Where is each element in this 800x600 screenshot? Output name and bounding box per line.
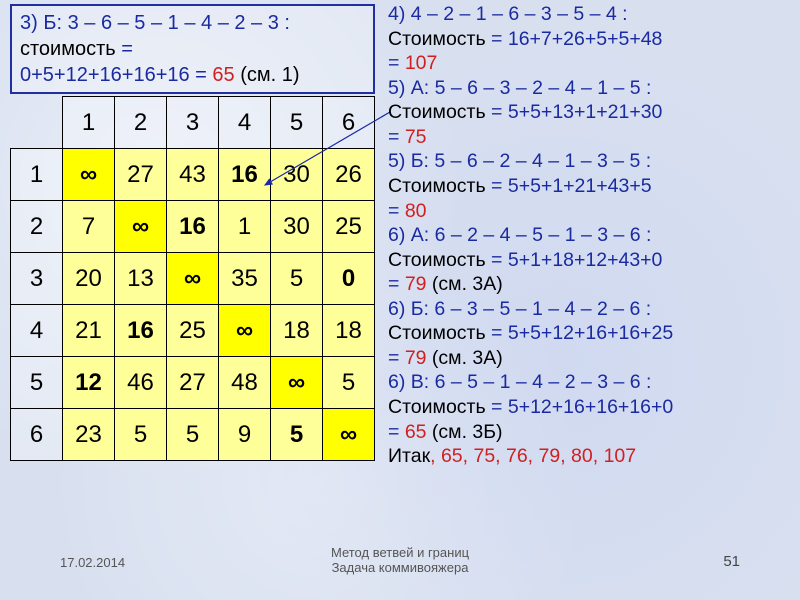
sum-suffix: (см. 1) <box>235 64 300 86</box>
calc-line: 5) А: 5 – 6 – 3 – 2 – 4 – 1 – 5 : <box>388 76 793 101</box>
matrix-cell: 20 <box>63 253 115 305</box>
calc-line: Итак, 65, 75, 76, 79, 80, 107 <box>388 444 793 469</box>
row-header: 6 <box>11 409 63 461</box>
matrix-cell: 5 <box>115 409 167 461</box>
calc-line: Стоимость = 5+12+16+16+16+0 <box>388 395 793 420</box>
matrix-cell: 0 <box>323 253 375 305</box>
top-label: 3) Б: <box>20 12 68 34</box>
calc-line: 6) Б: 6 – 3 – 5 – 1 – 4 – 2 – 6 : <box>388 297 793 322</box>
matrix-cell: 48 <box>219 357 271 409</box>
matrix-cell: 13 <box>115 253 167 305</box>
col-header: 2 <box>115 97 167 149</box>
matrix-cell: ∞ <box>167 253 219 305</box>
calc-line: Стоимость = 5+5+13+1+21+30 <box>388 100 793 125</box>
calc-line: = 80 <box>388 199 793 224</box>
matrix-cell: ∞ <box>323 409 375 461</box>
matrix-cell: 16 <box>219 149 271 201</box>
calc-line: Стоимость = 16+7+26+5+5+48 <box>388 27 793 52</box>
matrix-cell: 26 <box>323 149 375 201</box>
calc-line: Стоимость = 5+1+18+12+43+0 <box>388 248 793 273</box>
matrix-cell: 30 <box>271 201 323 253</box>
matrix-cell: 18 <box>323 305 375 357</box>
col-header: 6 <box>323 97 375 149</box>
matrix-cell: 1 <box>219 201 271 253</box>
matrix-cell: ∞ <box>271 357 323 409</box>
col-header: 1 <box>63 97 115 149</box>
sum-expr: 0+5+12+16+16+16 = <box>20 64 212 86</box>
matrix-cell: 5 <box>167 409 219 461</box>
calc-line: Стоимость = 5+5+12+16+16+25 <box>388 321 793 346</box>
cost-matrix: 1234561∞274316302627∞161302532013∞355042… <box>10 96 375 461</box>
calc-line: Стоимость = 5+5+1+21+43+5 <box>388 174 793 199</box>
matrix-corner <box>11 97 63 149</box>
footer-title: Метод ветвей и границ Задача коммивояжер… <box>0 545 800 575</box>
calc-line: = 107 <box>388 51 793 76</box>
col-header: 4 <box>219 97 271 149</box>
matrix-cell: ∞ <box>63 149 115 201</box>
matrix-cell: 5 <box>323 357 375 409</box>
top-route: 3 – 6 – 5 – 1 – 4 – 2 – 3 : <box>68 12 290 34</box>
matrix-cell: ∞ <box>115 201 167 253</box>
calc-line: = 79 (см. 3А) <box>388 346 793 371</box>
matrix-cell: 21 <box>63 305 115 357</box>
row-header: 3 <box>11 253 63 305</box>
sum-val: 65 <box>212 64 234 86</box>
matrix-cell: 46 <box>115 357 167 409</box>
matrix-cell: 5 <box>271 409 323 461</box>
row-header: 2 <box>11 201 63 253</box>
matrix-cell: 25 <box>323 201 375 253</box>
calc-line: 5) Б: 5 – 6 – 2 – 4 – 1 – 3 – 5 : <box>388 149 793 174</box>
matrix-cell: 43 <box>167 149 219 201</box>
matrix-cell: 35 <box>219 253 271 305</box>
matrix-cell: ∞ <box>219 305 271 357</box>
matrix-cell: 30 <box>271 149 323 201</box>
col-header: 3 <box>167 97 219 149</box>
matrix-cell: 18 <box>271 305 323 357</box>
calc-line: 6) В: 6 – 5 – 1 – 4 – 2 – 3 – 6 : <box>388 370 793 395</box>
matrix-cell: 23 <box>63 409 115 461</box>
calc-line: = 79 (см. 3А) <box>388 272 793 297</box>
footer-title-l2: Задача коммивояжера <box>332 560 469 575</box>
calc-line: = 75 <box>388 125 793 150</box>
footer-title-l1: Метод ветвей и границ <box>331 545 469 560</box>
matrix-cell: 7 <box>63 201 115 253</box>
row-header: 4 <box>11 305 63 357</box>
footer-page: 51 <box>723 553 740 570</box>
row-header: 5 <box>11 357 63 409</box>
calc-line: 4) 4 – 2 – 1 – 6 – 3 – 5 – 4 : <box>388 2 793 27</box>
matrix-cell: 12 <box>63 357 115 409</box>
eq: = <box>116 38 133 60</box>
matrix-cell: 16 <box>167 201 219 253</box>
matrix-cell: 27 <box>115 149 167 201</box>
matrix-cell: 25 <box>167 305 219 357</box>
calc-line: 6) А: 6 – 2 – 4 – 5 – 1 – 3 – 6 : <box>388 223 793 248</box>
matrix-cell: 9 <box>219 409 271 461</box>
calc-line: = 65 (см. 3Б) <box>388 420 793 445</box>
matrix-cell: 27 <box>167 357 219 409</box>
top-summary-box: 3) Б: 3 – 6 – 5 – 1 – 4 – 2 – 3 : стоимо… <box>10 4 375 94</box>
row-header: 1 <box>11 149 63 201</box>
matrix-cell: 5 <box>271 253 323 305</box>
calculations-panel: 4) 4 – 2 – 1 – 6 – 3 – 5 – 4 :Стоимость … <box>388 2 793 469</box>
matrix-cell: 16 <box>115 305 167 357</box>
cost-word: стоимость <box>20 38 116 60</box>
col-header: 5 <box>271 97 323 149</box>
